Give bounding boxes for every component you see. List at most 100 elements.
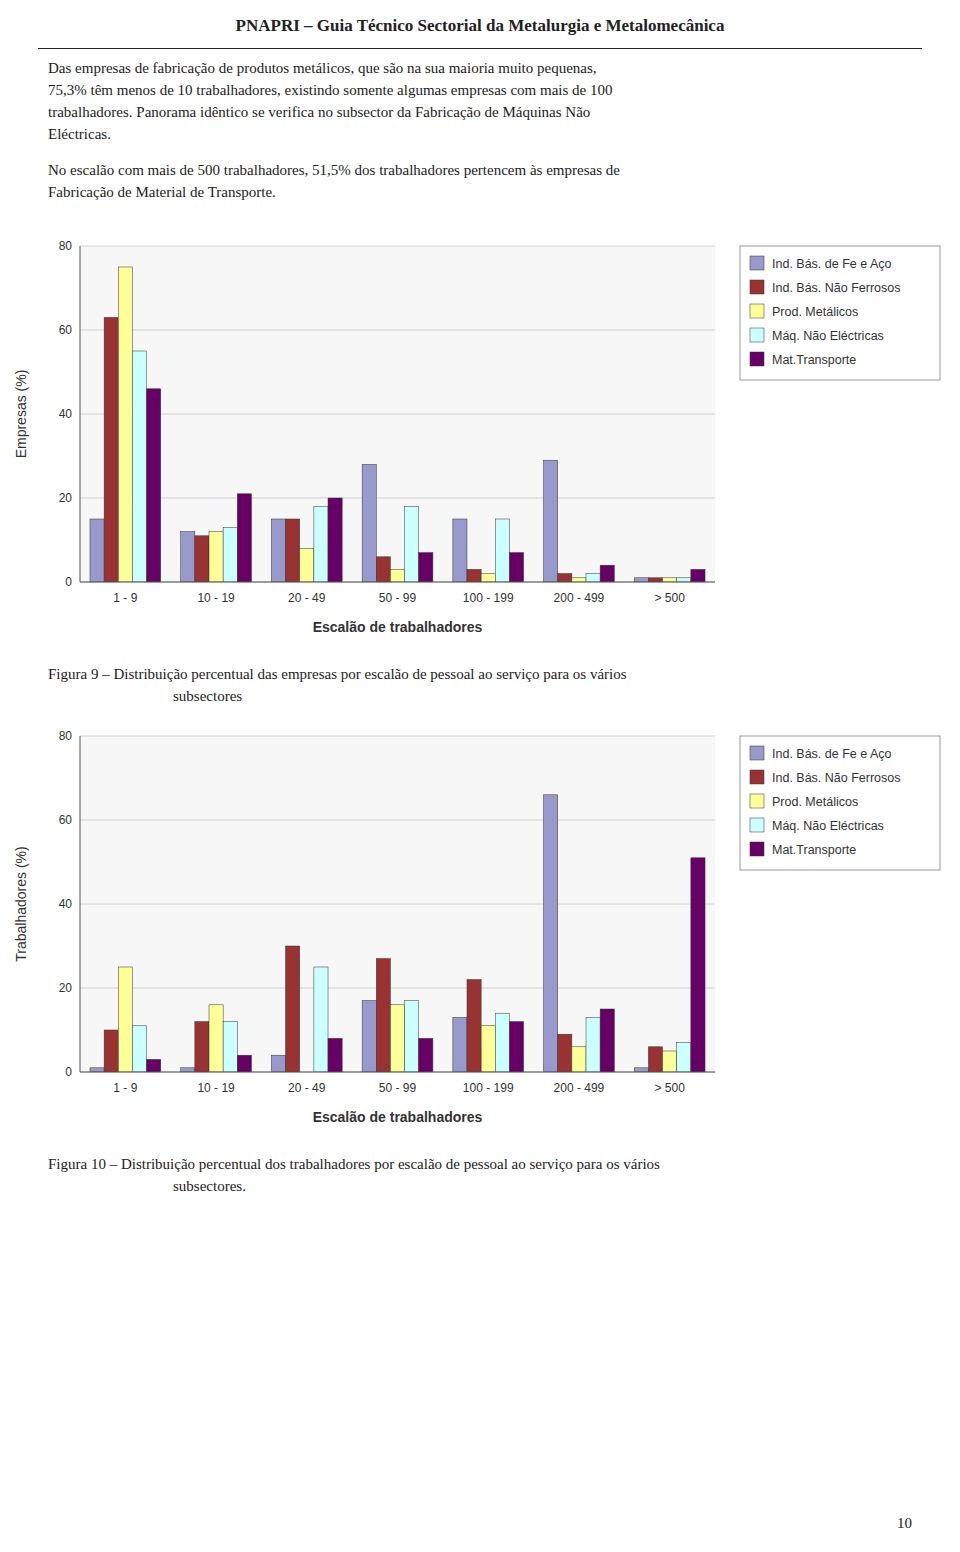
- title-rule: [38, 48, 922, 49]
- bar: [132, 351, 146, 582]
- bar: [481, 574, 495, 582]
- paragraph-line: 75,3% têm menos de 10 trabalhadores, exi…: [48, 82, 612, 99]
- bar: [362, 1001, 376, 1072]
- x-tick-label: 20 - 49: [288, 591, 326, 605]
- bar: [209, 1005, 223, 1072]
- legend-label: Prod. Metálicos: [772, 305, 858, 319]
- x-tick-label: 10 - 19: [197, 1081, 235, 1095]
- grid-line: [80, 246, 715, 247]
- bar: [495, 519, 509, 582]
- bar: [558, 574, 572, 582]
- y-tick-label: 60: [59, 813, 73, 827]
- figure-caption: subsectores.: [173, 1178, 246, 1195]
- x-tick-label: 20 - 49: [288, 1081, 326, 1095]
- figure-caption: Figura 10 – Distribuição percentual dos …: [48, 1156, 660, 1173]
- paragraph-line: trabalhadores. Panorama idêntico se veri…: [48, 104, 590, 121]
- bar: [223, 527, 237, 582]
- bar-chart: 0204060801 - 910 - 1920 - 4950 - 99100 -…: [0, 232, 960, 652]
- bar: [181, 532, 195, 582]
- bar: [181, 1068, 195, 1072]
- bars: [90, 795, 705, 1072]
- y-tick-label: 40: [59, 407, 73, 421]
- x-axis-label: Escalão de trabalhadores: [313, 619, 483, 635]
- bar: [195, 536, 209, 582]
- paragraph-line: Eléctricas.: [48, 126, 111, 143]
- legend-swatch: [750, 746, 764, 760]
- y-tick-label: 0: [65, 1065, 72, 1079]
- paragraph-line: Fabricação de Material de Transporte.: [48, 184, 276, 201]
- legend-swatch: [750, 842, 764, 856]
- grid-line: [80, 736, 715, 737]
- bar: [467, 569, 481, 582]
- bar: [419, 1038, 433, 1072]
- bar: [271, 519, 285, 582]
- figure-caption: Figura 9 – Distribuição percentual das e…: [48, 666, 627, 683]
- bar: [691, 858, 705, 1072]
- bar-chart: 0204060801 - 910 - 1920 - 4950 - 99100 -…: [0, 722, 960, 1142]
- y-axis-line: [80, 246, 81, 582]
- y-tick-label: 20: [59, 981, 73, 995]
- grid-line: [80, 414, 715, 415]
- bar: [237, 1055, 251, 1072]
- bar: [634, 578, 648, 582]
- y-tick-label: 40: [59, 897, 73, 911]
- bar: [544, 795, 558, 1072]
- x-tick-label: 200 - 499: [554, 591, 605, 605]
- bar: [271, 1055, 285, 1072]
- bar: [390, 1005, 404, 1072]
- bar: [405, 1001, 419, 1072]
- bar: [648, 578, 662, 582]
- legend-label: Mat.Transporte: [772, 843, 856, 857]
- legend-swatch: [750, 328, 764, 342]
- bars: [90, 267, 705, 582]
- bar: [405, 506, 419, 582]
- legend: Ind. Bás. de Fe e AçoInd. Bás. Não Ferro…: [740, 246, 940, 380]
- bar: [481, 1026, 495, 1072]
- bar: [195, 1022, 209, 1072]
- bar: [677, 1043, 691, 1072]
- y-tick-label: 60: [59, 323, 73, 337]
- x-tick-label: 1 - 9: [113, 591, 137, 605]
- grid-line: [80, 988, 715, 989]
- x-axis-label: Escalão de trabalhadores: [313, 1109, 483, 1125]
- legend: Ind. Bás. de Fe e AçoInd. Bás. Não Ferro…: [740, 736, 940, 870]
- bar: [118, 267, 132, 582]
- bar: [558, 1034, 572, 1072]
- legend-box: [740, 736, 940, 870]
- bar: [314, 967, 328, 1072]
- bar: [328, 498, 342, 582]
- y-tick-label: 80: [59, 729, 73, 743]
- x-tick-label: 200 - 499: [554, 1081, 605, 1095]
- legend-swatch: [750, 818, 764, 832]
- x-tick-label: 50 - 99: [379, 1081, 417, 1095]
- bar: [132, 1026, 146, 1072]
- bar: [286, 519, 300, 582]
- bar: [376, 557, 390, 582]
- x-tick-label: > 500: [654, 1081, 685, 1095]
- bar: [286, 946, 300, 1072]
- bar: [223, 1022, 237, 1072]
- bar: [300, 548, 314, 582]
- grid-line: [80, 582, 715, 583]
- legend-label: Máq. Não Eléctricas: [772, 819, 884, 833]
- page-title: PNAPRI – Guia Técnico Sectorial da Metal…: [0, 16, 960, 36]
- bar: [600, 565, 614, 582]
- legend-swatch: [750, 770, 764, 784]
- bar: [147, 389, 161, 582]
- y-axis-label: Empresas (%): [13, 370, 29, 459]
- legend-box: [740, 246, 940, 380]
- bar: [376, 959, 390, 1072]
- bar: [118, 967, 132, 1072]
- bar: [90, 519, 104, 582]
- bar: [544, 460, 558, 582]
- x-tick-label: 100 - 199: [463, 591, 514, 605]
- bar: [453, 519, 467, 582]
- x-tick-label: 50 - 99: [379, 591, 417, 605]
- x-tick-label: 1 - 9: [113, 1081, 137, 1095]
- legend-swatch: [750, 352, 764, 366]
- bar: [677, 578, 691, 582]
- grid-line: [80, 904, 715, 905]
- bar: [104, 1030, 118, 1072]
- legend-swatch: [750, 280, 764, 294]
- y-axis-line: [80, 736, 81, 1072]
